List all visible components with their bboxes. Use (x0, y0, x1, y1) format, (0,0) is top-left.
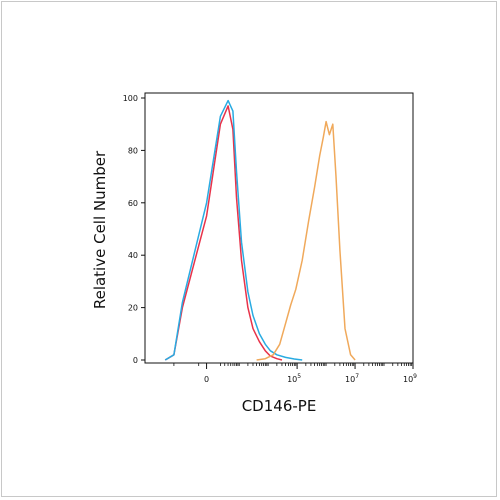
x-axis-label: CD146-PE (242, 397, 317, 415)
y-axis-label: Relative Cell Number (91, 150, 109, 309)
y-tick-label: 60 (128, 199, 138, 208)
series-layer (164, 99, 356, 361)
y-tick-label: 40 (128, 251, 138, 260)
y-tick-label: 0 (133, 356, 138, 365)
histogram-series-2 (164, 99, 303, 361)
histogram-series-3 (256, 120, 356, 361)
x-axis: 0 105 107 109 (173, 363, 417, 384)
x-tick-label: 109 (403, 373, 417, 384)
histogram-series-1 (164, 105, 283, 361)
y-tick-label: 20 (128, 304, 138, 313)
y-axis: 0 20 40 60 80 100 (123, 94, 145, 365)
plot-area-border (144, 92, 414, 364)
y-tick-label: 100 (123, 94, 138, 103)
x-tick-label: 0 (204, 375, 209, 384)
x-tick-label: 105 (287, 373, 301, 384)
y-tick-label: 80 (128, 146, 138, 155)
x-tick-label: 107 (345, 373, 359, 384)
